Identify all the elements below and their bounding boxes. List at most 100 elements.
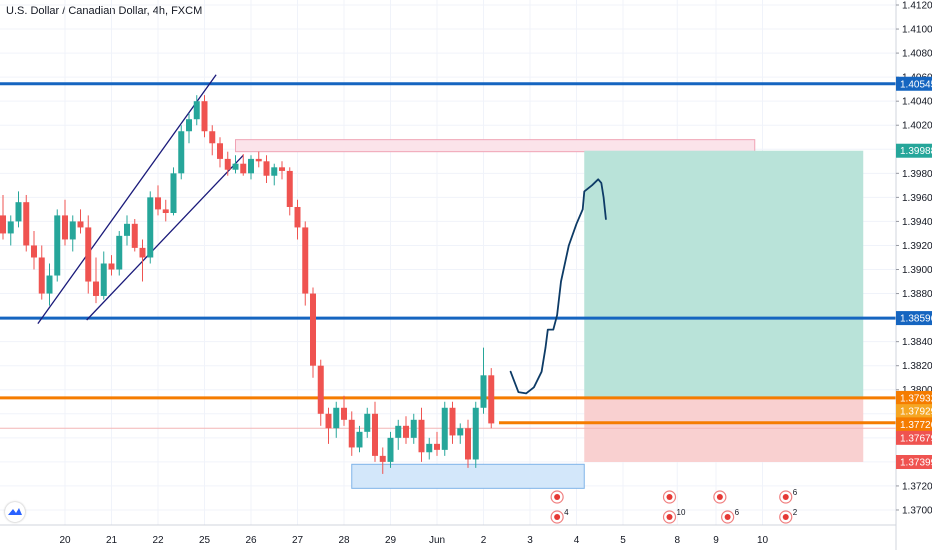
event-flag-icon[interactable]: 2 [779,508,798,524]
price-label: 1.37679 [900,433,932,444]
candle-body [201,101,208,132]
y-tick-label: 1.37000 [902,505,932,516]
candle-body [341,407,347,420]
x-tick-label: Jun [429,535,445,546]
candle-body [186,119,192,132]
event-flag-dot [554,514,561,520]
price-label: 1.37399 [900,458,932,469]
candle-body [310,293,316,366]
candle-body [178,131,185,174]
candle-body [224,158,231,170]
candle-body [248,158,254,174]
candle-body [77,221,84,228]
candle-body [410,419,417,438]
candle-body [7,221,14,234]
candle-body [54,215,61,276]
x-tick-label: 9 [713,535,719,546]
candle-body [395,425,402,438]
y-tick-label: 1.38400 [902,337,932,348]
event-flag-dot [554,494,561,500]
candle-body [217,143,223,159]
candle-body [434,443,440,450]
candle-body [31,245,37,258]
candle-body [139,247,146,258]
x-tick-label: 3 [527,535,533,546]
candle-body [0,215,6,234]
candle-body [232,163,239,170]
candle-body [23,202,30,246]
candle-body [124,223,130,236]
event-flag-dot [724,514,731,520]
x-tick-label: 28 [338,535,350,546]
price-label: 1.37726 [900,420,932,431]
candle-body [387,437,394,462]
price-label-box [896,311,932,326]
channel-lower-line [86,154,244,321]
candle-body [108,263,115,270]
candle-body [379,455,386,462]
candle-body [93,281,99,296]
x-tick-label: 20 [59,535,71,546]
y-tick-label: 1.39600 [902,193,932,204]
x-tick-label: 26 [245,535,257,546]
event-flag-icon[interactable] [713,490,727,504]
event-flag-icon[interactable]: 6 [721,508,740,524]
candle-body [38,257,45,294]
price-label-box [896,390,932,405]
candle-body [271,167,278,176]
y-tick-label: 1.39400 [902,217,932,228]
event-flag-icon[interactable]: 10 [662,508,686,524]
candle-body [418,419,425,453]
channel-upper-line [37,74,217,324]
tradingview-logo-icon[interactable] [5,502,25,522]
candle-body [457,428,464,436]
price-label: 1.37932 [900,393,932,404]
candle-body [302,227,309,294]
event-flag-dot [666,494,673,500]
event-count: 6 [793,488,798,497]
event-count: 10 [677,508,686,517]
time-axis [0,525,932,550]
y-tick-label: 1.41000 [902,25,932,36]
candle-body [162,209,169,214]
event-flag-icon[interactable]: 4 [550,508,569,524]
x-tick-label: 2 [481,535,487,546]
candle-body [286,170,293,207]
event-count: 4 [564,508,569,517]
candle-body [170,173,177,214]
demand-zone [351,463,585,489]
candle-body [62,215,68,240]
event-flag-icon[interactable]: 6 [779,488,798,504]
candle-body [426,443,433,453]
price-label: 1.39988 [900,146,932,157]
y-tick-label: 1.38200 [902,361,932,372]
x-tick-label: 25 [199,535,211,546]
event-flag-icon[interactable] [662,490,677,504]
x-tick-label: 4 [574,535,580,546]
candle-body [100,263,107,296]
x-tick-label: 10 [757,535,769,546]
price-label-box [896,430,932,445]
x-tick-label: 8 [674,535,680,546]
candle-body [46,275,53,294]
candle-body [449,407,456,436]
price-label: 1.40545 [900,79,932,90]
candle-body [480,375,487,408]
candle-body [193,101,200,120]
supply-zone [235,139,756,153]
event-flag-dot [666,514,673,520]
candle-body [317,365,324,414]
y-tick-label: 1.38000 [902,385,932,396]
event-flag-dot [782,494,789,500]
price-label-box [896,455,932,470]
candle-body [116,235,123,270]
candle-body [147,197,154,258]
y-tick-label: 1.40800 [902,49,932,60]
chart-title: U.S. Dollar / Canadian Dollar, 4h, FXCM [6,5,203,17]
price-label-box [896,417,932,432]
candle-body [131,223,138,248]
candle-body [85,227,92,282]
y-tick-label: 1.39200 [902,241,932,252]
event-flag-icon[interactable] [550,490,564,504]
